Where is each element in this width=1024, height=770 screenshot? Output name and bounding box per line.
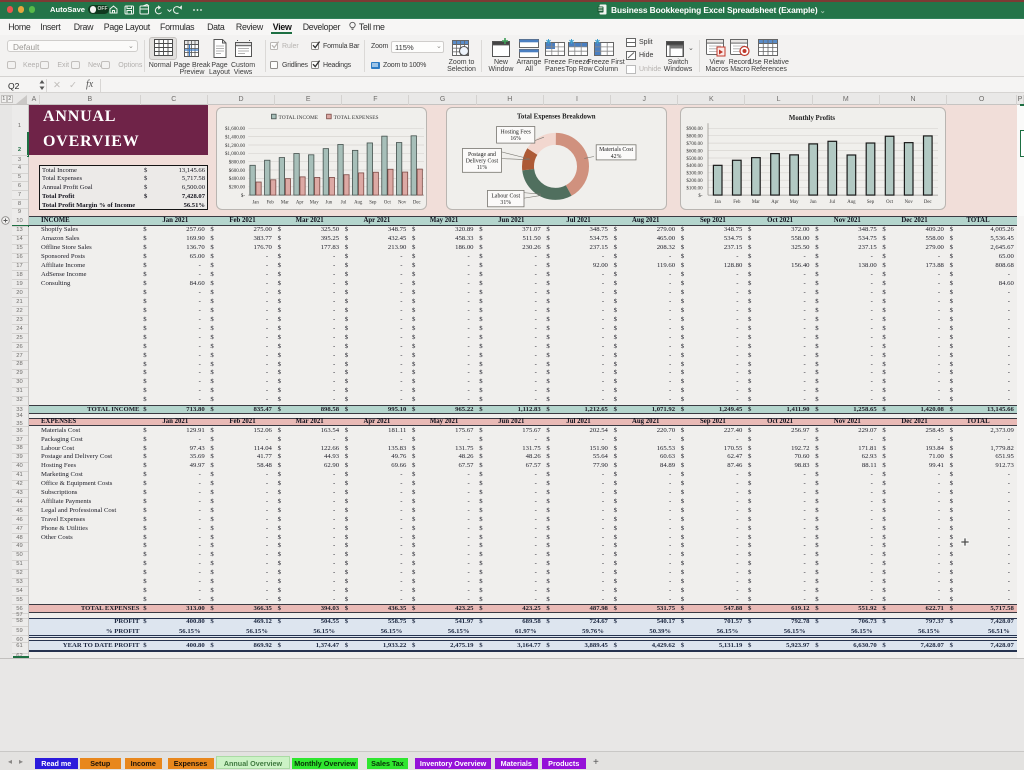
svg-text:$800.00: $800.00 [686,135,703,140]
svg-text:Jul: Jul [829,200,835,205]
svg-text:$600.00: $600.00 [229,169,246,174]
svg-text:Jun: Jun [810,200,817,205]
svg-text:42%: 42% [611,154,622,160]
svg-text:TOTAL INCOME: TOTAL INCOME [279,115,319,121]
svg-text:$400.00: $400.00 [686,164,703,169]
svg-text:May: May [790,200,799,205]
svg-text:Dec: Dec [413,201,421,206]
svg-text:Oct: Oct [384,201,392,206]
svg-text:Monthly Profits: Monthly Profits [789,115,835,122]
svg-text:Mar: Mar [281,201,289,206]
svg-text:$600.00: $600.00 [686,149,703,154]
svg-text:$1,200.00: $1,200.00 [225,144,246,149]
svg-text:$1,000.00: $1,000.00 [225,152,246,157]
svg-text:TOTAL EXPENSES: TOTAL EXPENSES [334,115,379,121]
svg-text:$1,600.00: $1,600.00 [225,127,246,132]
svg-text:11%: 11% [477,165,488,171]
svg-text:Oct: Oct [886,200,894,205]
svg-text:Labour Cost: Labour Cost [491,193,520,199]
svg-text:Dec: Dec [924,200,932,205]
svg-text:31%: 31% [500,200,511,206]
svg-text:Materials Cost: Materials Cost [599,147,633,153]
svg-text:Nov: Nov [905,200,914,205]
svg-text:$400.00: $400.00 [229,177,246,182]
svg-text:$300.00: $300.00 [686,172,703,177]
svg-text:Postage and: Postage and [468,152,496,158]
svg-text:$1,400.00: $1,400.00 [225,135,246,140]
svg-text:Hosting Fees: Hosting Fees [500,130,531,136]
svg-text:$100.00: $100.00 [686,187,703,192]
svg-text:Nov: Nov [398,201,407,206]
svg-text:$-: $- [698,194,703,199]
svg-text:Mar: Mar [752,200,760,205]
svg-text:Aug: Aug [354,201,363,206]
svg-text:Jul: Jul [341,201,347,206]
svg-text:$700.00: $700.00 [686,142,703,147]
svg-text:$200.00: $200.00 [229,186,246,191]
svg-text:Apr: Apr [296,201,304,206]
svg-text:Total Expenses Breakdown: Total Expenses Breakdown [517,114,596,121]
svg-text:$500.00: $500.00 [686,157,703,162]
svg-text:May: May [310,201,319,206]
svg-text:Jun: Jun [326,201,333,206]
svg-text:Sep: Sep [370,201,378,206]
svg-text:Aug: Aug [847,200,856,205]
svg-text:16%: 16% [510,136,521,142]
svg-text:$800.00: $800.00 [229,161,246,166]
svg-text:Sep: Sep [867,200,875,205]
svg-text:Jan: Jan [253,201,260,206]
svg-text:Jan: Jan [714,200,721,205]
svg-text:Feb: Feb [267,201,275,206]
svg-text:Delivery Cost: Delivery Cost [466,159,499,165]
svg-text:$200.00: $200.00 [686,179,703,184]
svg-text:$-: $- [241,194,246,199]
svg-text:$900.00: $900.00 [686,127,703,132]
svg-text:Apr: Apr [771,200,779,205]
svg-text:Feb: Feb [733,200,741,205]
